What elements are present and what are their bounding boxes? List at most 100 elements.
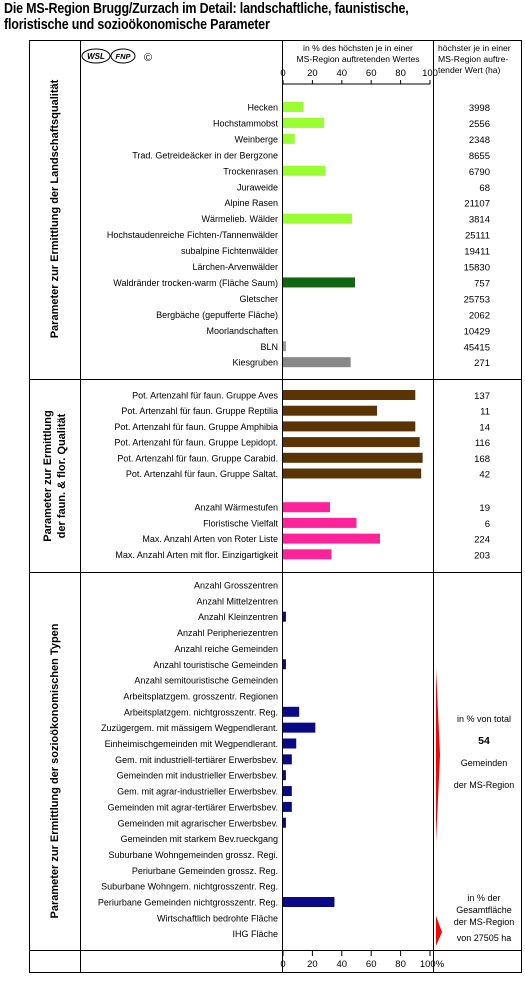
bar-pot-artenzahl-fuer-faun-gruppe-aves [283,390,416,400]
category-label-gemeinden-mit-agrarischer-erwerbsbev: Gemeinden mit agrarischer Erwerbsbev. [118,818,278,828]
top-tick-label: 100 [422,68,438,79]
header-max-line2: MS-Region auftre- [438,54,508,64]
bar-weinberge [283,133,295,144]
bar-max-anzahl-arten-von-roter-liste [283,533,381,544]
bar-zuzuegergem-mit-maessigem-wegpendlerant [283,722,316,733]
bar-max-anzahl-arten-mit-flor-einzigartigkei [283,549,332,560]
category-label-alpine-rasen: Alpine Rasen [224,198,278,208]
category-label-zuzuegergem-mit-maessigem-wegpendlerant: Zuzügergem. mit mässigem Wegpendlerant. [101,723,278,733]
category-label-periurbane-gemeinden-grossz-reg: Periurbane Gemeinden grossz. Reg. [132,866,278,876]
bar-einheimischgemeinden-mit-wegpendlerant [283,738,297,749]
category-label-hecken: Hecken [247,103,278,113]
max-value-subalpine-fichtenwaelder: 19411 [464,247,490,258]
category-label-suburbane-wohngemeinden-grossz-regi: Suburbane Wohngemeinden grossz. Regi. [109,850,278,860]
category-label-pot-artenzahl-fuer-faun-gruppe-reptilia: Pot. Artenzahl für faun. Gruppe Reptilia [121,406,278,416]
max-value-pot-artenzahl-fuer-faun-gruppe-aves: 137 [474,391,490,402]
bar-gemeinden-mit-agrar-tertiaerer-erwerbsbe [283,801,292,812]
section-title-landscape: Parameter zur Ermittlung der Landschafts… [49,79,61,338]
bottom-tick-label: 80 [395,959,406,970]
category-label-gemeinden-mit-industrieller-erwerbsbev: Gemeinden mit industrieller Erwerbsbev. [117,771,278,781]
socio-note-line1: in % von total [457,714,511,724]
bar-trockenrasen [283,165,326,176]
bar-gemeinden-mit-industrieller-erwerbsbev [283,770,286,781]
max-value-hochstammobst: 2556 [469,119,490,130]
category-label-bergbaeche-gepufferte-flaeche: Bergbäche (gepufferte Fläche) [156,310,278,320]
category-label-hochstaudenreiche-fichten-tannenwaelder: Hochstaudenreiche Fichten-/Tannenwälder [107,230,278,240]
category-label-anzahl-mittelzentren: Anzahl Mittelzentren [196,596,278,606]
category-label-arbeitsplatzgem-nichtgrosszentr-reg: Arbeitsplatzgem. nichtgrosszentr. Reg. [124,707,278,717]
bar-kiesgruben [283,357,351,368]
max-value-pot-artenzahl-fuer-faun-gruppe-carabid: 168 [474,454,490,465]
bottom-tick-label: 40 [337,959,348,970]
header-percent-line2: MS-Region auftretenden Wertes [296,54,419,64]
bottom-axis: 0 20 40 60 80 100% [280,951,445,970]
bar-floristische-vielfalt [283,517,357,528]
max-value-floristische-vielfalt: 6 [485,519,490,530]
max-value-pot-artenzahl-fuer-faun-gruppe-saltat: 42 [479,470,490,481]
fnp-logo-icon [110,48,136,64]
max-value-hochstaudenreiche-fichten-tannenwaelder: 25111 [465,231,490,242]
header-max-line1: höchster je in einer [438,43,511,53]
area-marker-triangle [436,916,442,946]
category-label-gem-mit-agrar-industrieller-erwerbsbev: Gem. mit agrar-industrieller Erwerbsbev. [117,787,278,797]
bar-waldraender-trocken-warm-flaeche-saum [283,277,356,288]
max-value-gletscher: 25753 [464,294,490,305]
max-value-pot-artenzahl-fuer-faun-gruppe-reptilia: 11 [480,407,490,418]
bar-anzahl-kleinzentren [283,611,286,622]
bar-pot-artenzahl-fuer-faun-gruppe-saltat [283,468,422,479]
category-label-trad-getreideaecker-in-der-bergzone: Trad. Getreideäcker in der Bergzone [132,150,278,160]
category-label-waermelieb-waelder: Wärmelieb. Wälder [201,214,278,224]
category-label-waldraender-trocken-warm-flaeche-saum: Waldränder trocken-warm (Fläche Saum) [113,278,278,288]
category-label-laerchen-arvenwaelder: Lärchen-Arvenwälder [192,262,278,272]
category-label-einheimischgemeinden-mit-wegpendlerant: Einheimischgemeinden mit Wegpendlerant. [105,739,278,749]
header-max-line3: tender Wert (ha) [438,65,501,75]
category-label-hochstammobst: Hochstammobst [213,118,279,128]
max-value-weinberge: 2348 [469,135,490,146]
category-label-moorlandschaften: Moorlandschaften [206,326,278,336]
section-title-fauna-flora-2: der faun. & flor. Qualität [56,413,68,538]
category-label-pot-artenzahl-fuer-faun-gruppe-lepidopt: Pot. Artenzahl für faun. Gruppe Lepidopt… [114,438,278,448]
category-label-anzahl-kleinzentren: Anzahl Kleinzentren [198,612,278,622]
max-value-anzahl-waermestufen: 19 [479,503,490,514]
category-label-ihg-flaeche: IHG Fläche [232,929,278,939]
category-label-gletscher: Gletscher [239,294,278,304]
top-tick-label: 0 [280,68,285,79]
max-value-bergbaeche-gepufferte-flaeche: 2062 [469,310,490,321]
bar-anzahl-waermestufen [283,502,331,513]
category-label-subalpine-fichtenwaelder: subalpine Fichtenwälder [181,246,278,256]
section-title-fauna-flora-1: Parameter zur Ermittlung [42,410,54,541]
max-value-kiesgruben: 271 [474,358,490,369]
max-value-pot-artenzahl-fuer-faun-gruppe-amphibia: 14 [479,422,490,433]
category-label-pot-artenzahl-fuer-faun-gruppe-saltat: Pot. Artenzahl für faun. Gruppe Saltat. [126,469,278,479]
bar-waermelieb-waelder [283,213,353,224]
bottom-tick-label: 100% [420,959,445,970]
bars-layer: Hecken 3998 Hochstammobst 2556 Weinberge 2348… [98,102,490,939]
category-label-periurbane-gemeinden-nichtgrosszentr-reg: Periurbane Gemeinden nichtgrosszentr. Re… [98,898,278,908]
bottom-tick-label: 60 [366,959,377,970]
max-value-moorlandschaften: 10429 [464,326,490,337]
fnp-logo-text: FNP [116,52,132,61]
top-tick-label: 80 [395,68,406,79]
bottom-tick-label: 0 [280,959,285,970]
max-value-waldraender-trocken-warm-flaeche-saum: 757 [474,278,490,289]
category-label-pot-artenzahl-fuer-faun-gruppe-aves: Pot. Artenzahl für faun. Gruppe Aves [132,391,278,401]
socio-note-value: 54 [478,735,490,747]
bar-pot-artenzahl-fuer-faun-gruppe-amphibia [283,421,416,432]
category-label-trockenrasen: Trockenrasen [223,166,278,176]
max-value-pot-artenzahl-fuer-faun-gruppe-lepidopt: 116 [475,438,490,449]
category-label-kiesgruben: Kiesgruben [232,358,278,368]
category-label-gemeinden-mit-starkem-bev-rueckgang: Gemeinden mit starkem Bev.rueckgang [121,834,278,844]
logo-group: WSL FNP © [81,48,152,64]
top-tick-label: 40 [337,68,348,79]
max-value-trad-getreideaecker-in-der-bergzone: 8655 [469,151,490,162]
category-label-gem-mit-industriell-tertiaerer-erwerbsbe: Gem. mit industriell-tertiärer Erwerbsbe… [115,755,278,765]
max-value-waermelieb-waelder: 3814 [469,215,490,226]
category-label-bln: BLN [260,342,278,352]
category-label-juraweide: Juraweide [237,182,278,192]
bar-hochstammobst [283,117,325,128]
category-label-anzahl-semitouristische-gemeinden: Anzahl semitouristische Gemeinden [134,676,278,686]
wsl-logo-icon [81,48,111,64]
max-value-trockenrasen: 6790 [469,167,490,178]
wsl-logo-text: WSL [87,52,105,61]
category-label-wirtschaftlich-bedrohte-flaeche: Wirtschaftlich bedrohte Fläche [157,913,278,923]
